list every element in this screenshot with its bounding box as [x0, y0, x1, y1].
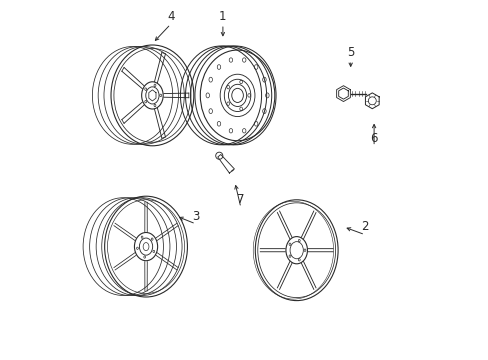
Text: 2: 2 — [361, 220, 368, 233]
Text: 5: 5 — [346, 46, 354, 59]
Text: 4: 4 — [166, 10, 174, 23]
Text: 3: 3 — [192, 210, 199, 222]
Text: 1: 1 — [219, 10, 226, 23]
Text: 7: 7 — [237, 193, 244, 206]
Text: 6: 6 — [369, 132, 377, 145]
